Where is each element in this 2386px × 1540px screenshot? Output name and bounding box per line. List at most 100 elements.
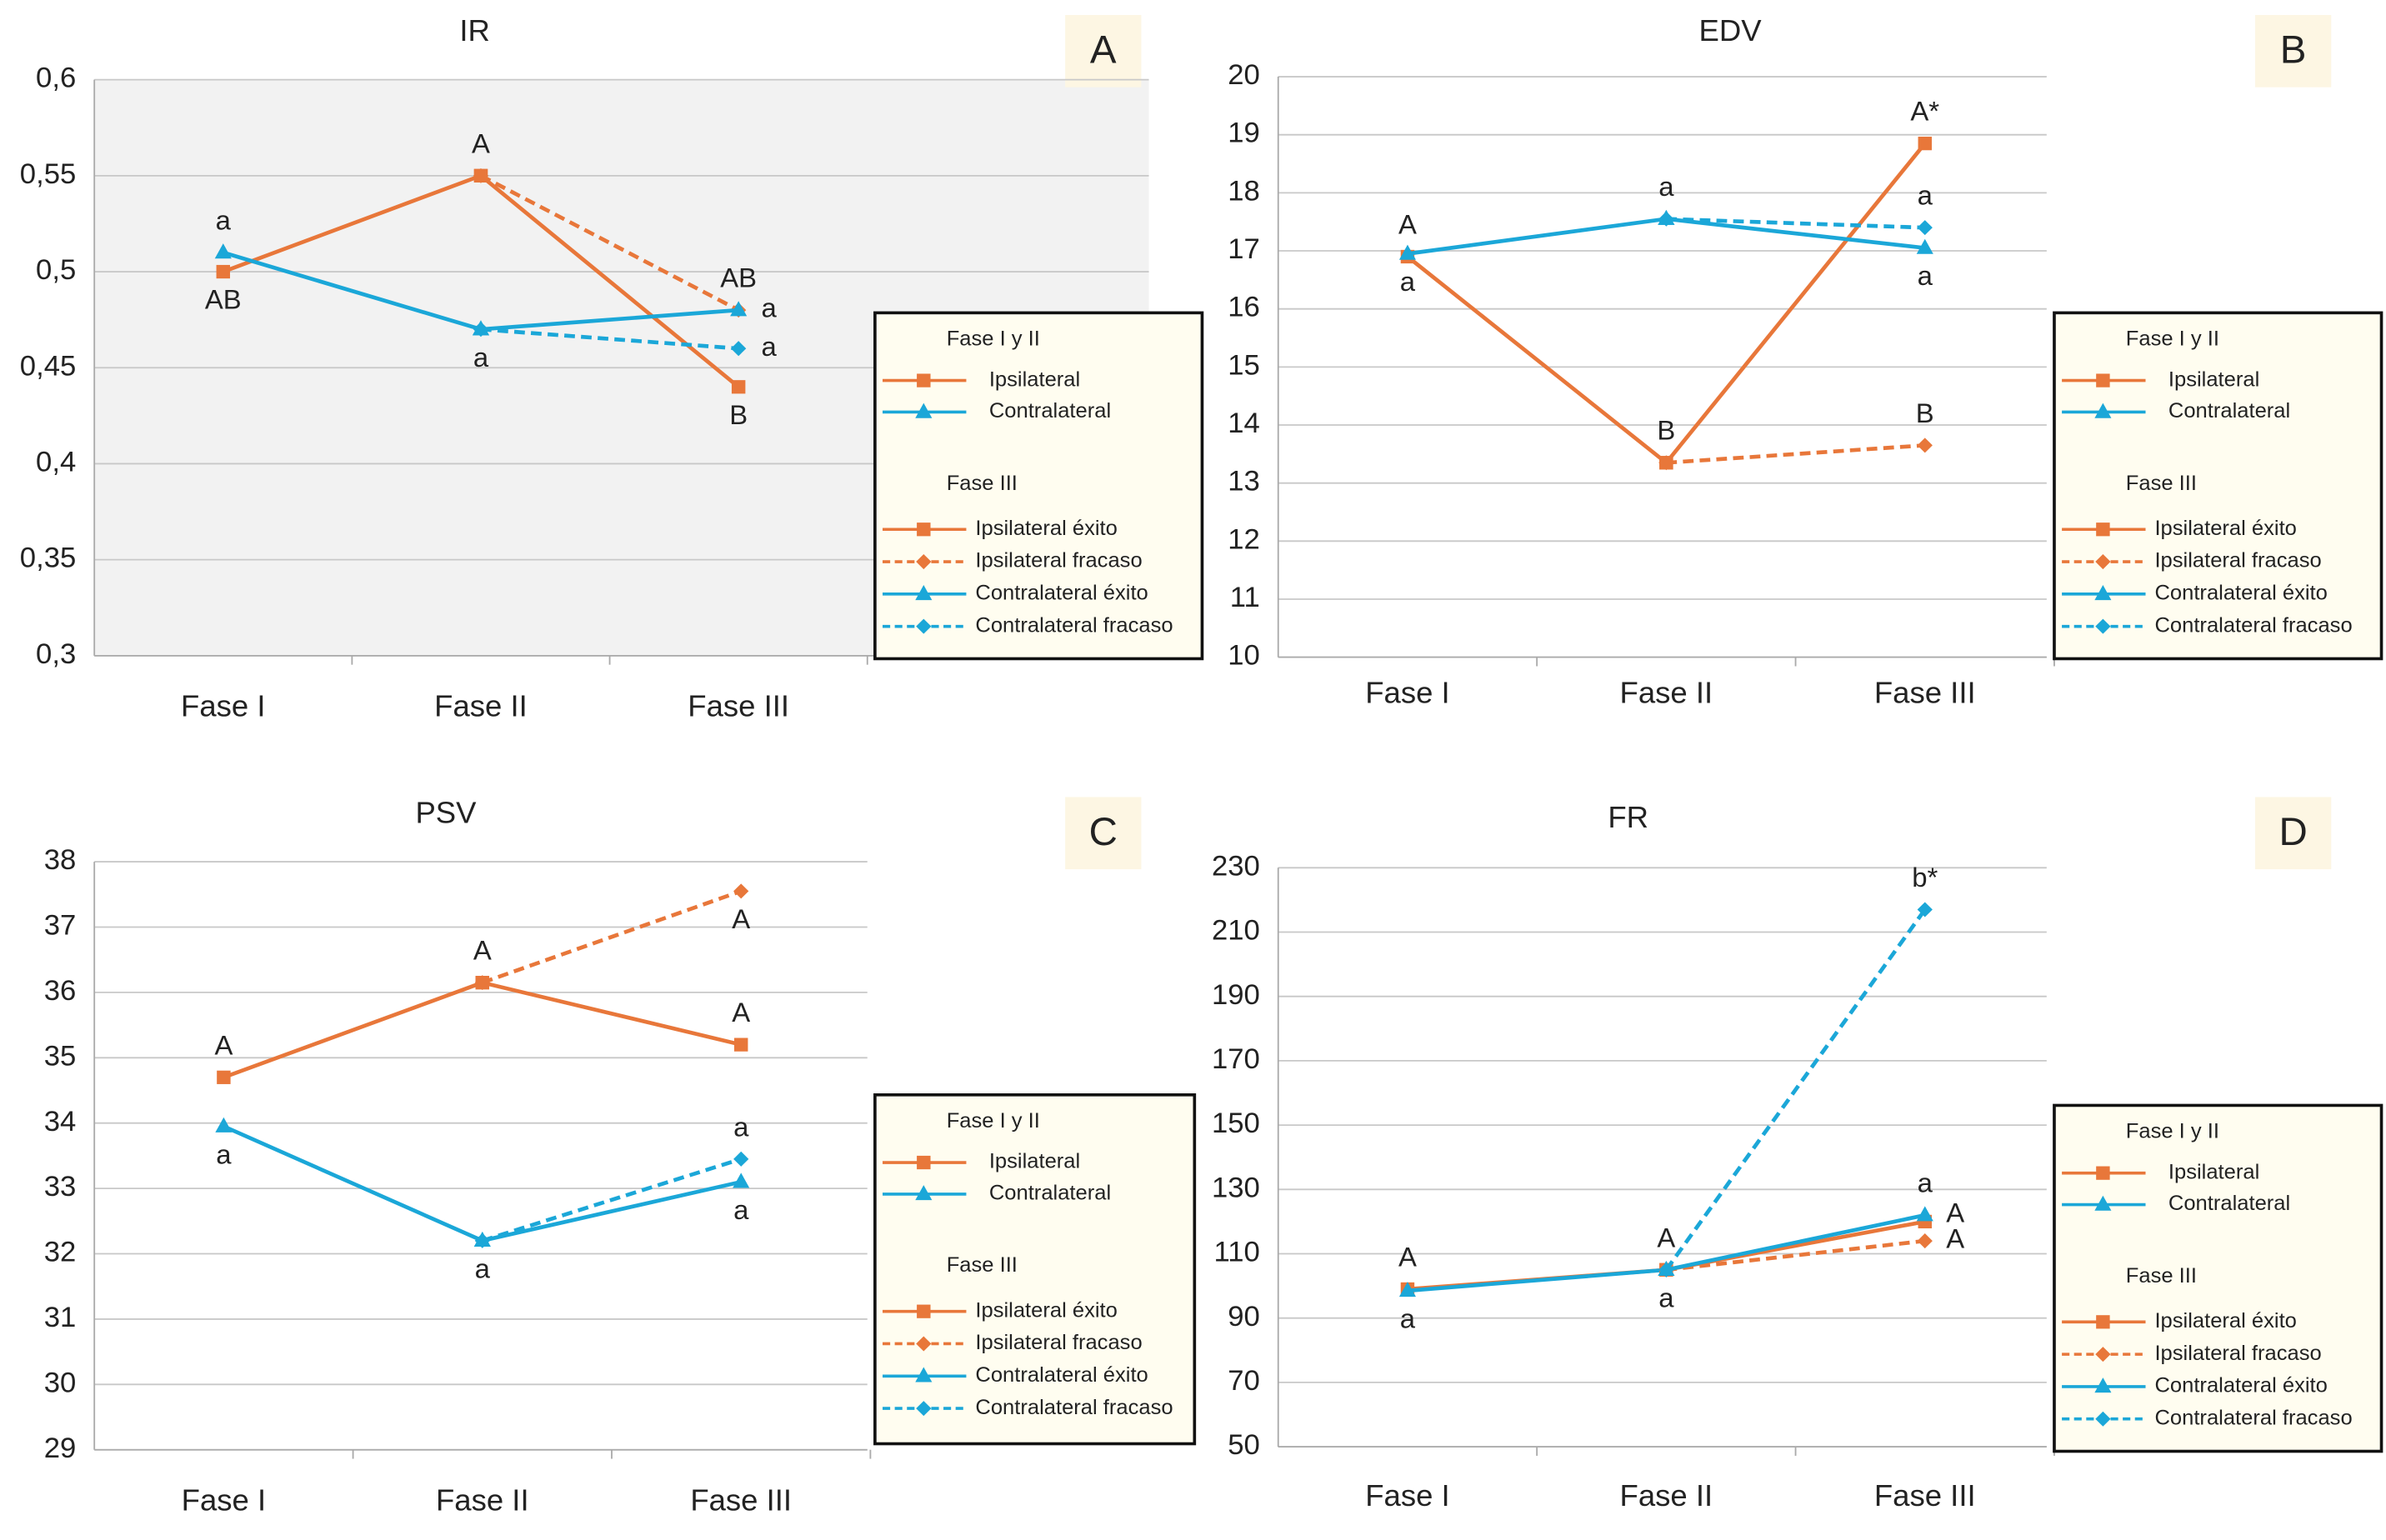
x-tick-label: Fase II: [1620, 1478, 1713, 1512]
legend-group-title: Fase I y II: [2126, 328, 2219, 351]
y-tick-label: 190: [1212, 979, 1260, 1011]
point-marker: [2095, 554, 2111, 570]
chart-panel: EDV B 10 11 12 13 14 15 16 17 18 19 20 Fase I Fase II F…: [1228, 13, 2383, 709]
panel-label-box: [2254, 15, 2332, 88]
y-tick-label: 20: [1228, 59, 1260, 91]
y-tick-label: 34: [44, 1106, 77, 1138]
series-line: [1666, 1238, 1926, 1272]
point-marker: [917, 1304, 931, 1318]
x-tick-label: Fase II: [1620, 675, 1713, 709]
point-marker: [731, 380, 746, 394]
point-marker: [917, 1155, 931, 1170]
point-marker: [474, 975, 490, 991]
x-tick-label: Fase III: [690, 1483, 792, 1518]
y-tick-label: 130: [1212, 1172, 1260, 1204]
series-line: [223, 980, 483, 1080]
point-marker: [215, 1117, 233, 1132]
chart-title: IR: [459, 13, 490, 48]
legend-label: Ipsilateral éxito: [975, 517, 1117, 540]
point-marker: [915, 1185, 933, 1201]
series-line: [482, 889, 743, 985]
y-tick-label: 32: [44, 1237, 77, 1268]
x-tick-label: Fase II: [436, 1483, 529, 1518]
point-marker: [1916, 238, 1933, 254]
point-annotation: a: [216, 1138, 232, 1169]
point-marker: [916, 1336, 932, 1352]
chart-panel: IR A 0,3 0,35 0,4 0,45 0,5 0,55 0,6 Fase I Fase II…: [20, 13, 1204, 722]
y-tick-label: 33: [44, 1171, 77, 1202]
x-tick-label: Fase III: [1874, 675, 1976, 709]
legend-label: Contralateral: [2168, 1192, 2290, 1215]
legend-label: Ipsilateral fracaso: [975, 1331, 1142, 1354]
point-marker: [2096, 373, 2110, 388]
point-annotation: B: [729, 399, 748, 430]
legend-label: Contralateral éxito: [975, 582, 1148, 605]
y-tick-label: 14: [1228, 408, 1260, 439]
point-marker: [473, 322, 489, 338]
point-marker: [917, 373, 931, 388]
point-annotation: A: [214, 1029, 233, 1060]
y-tick-label: 110: [1214, 1237, 1260, 1268]
point-annotation: a: [1918, 1168, 1933, 1198]
point-marker: [1658, 211, 1674, 227]
series-line: [1666, 443, 1925, 465]
y-tick-label: 13: [1228, 466, 1260, 498]
point-annotation: a: [1918, 180, 1933, 211]
point-annotation: B: [1657, 415, 1675, 446]
panel-label-box: [2254, 797, 2332, 870]
y-tick-label: 70: [1228, 1365, 1260, 1397]
legend-label: Contralateral éxito: [975, 1363, 1148, 1387]
series-line: [482, 980, 742, 1047]
y-tick-label: 16: [1228, 292, 1260, 323]
y-tick-label: 30: [44, 1368, 77, 1399]
point-marker: [473, 168, 489, 183]
point-marker: [1398, 244, 1416, 260]
point-marker: [1918, 137, 1932, 151]
series-line: [1664, 142, 1927, 464]
legend-label: Contralateral: [989, 399, 1111, 422]
point-marker: [733, 1151, 749, 1167]
series-line: [1666, 217, 1925, 230]
legend-label: Ipsilateral éxito: [975, 1298, 1117, 1322]
legend-label: Ipsilateral: [989, 368, 1080, 391]
y-tick-label: 0,6: [36, 62, 76, 94]
series-line: [1407, 217, 1667, 256]
point-annotation: A: [1946, 1223, 1964, 1254]
point-annotation: a: [1400, 1303, 1416, 1334]
series-line: [1664, 908, 1927, 1272]
point-marker: [915, 1367, 933, 1382]
y-tick-label: 19: [1228, 118, 1260, 149]
legend-label: Contralateral fracaso: [2154, 1407, 2352, 1430]
y-tick-label: 0,5: [36, 254, 76, 286]
point-marker: [2095, 1411, 2111, 1427]
point-marker: [730, 301, 748, 317]
y-tick-label: 18: [1228, 176, 1260, 208]
point-marker: [916, 1401, 932, 1417]
point-annotation: b*: [1912, 862, 1938, 892]
legend-group-title: Fase III: [2126, 472, 2197, 495]
point-marker: [917, 522, 931, 537]
x-tick-label: Fase I: [182, 1483, 266, 1518]
chart-title: EDV: [1699, 13, 1763, 48]
legend-box: [873, 1093, 1197, 1446]
point-marker: [916, 554, 932, 570]
series-line: [1406, 255, 1668, 465]
y-tick-label: 170: [1212, 1043, 1260, 1075]
y-tick-label: 90: [1228, 1301, 1260, 1332]
point-annotation: a: [1400, 266, 1416, 297]
legend-group-title: Fase III: [2126, 1264, 2197, 1288]
y-tick-label: 31: [44, 1302, 77, 1333]
point-annotation: a: [1658, 171, 1674, 202]
point-annotation: A: [732, 903, 750, 934]
point-marker: [2095, 618, 2111, 634]
y-tick-label: 29: [44, 1432, 77, 1464]
point-marker: [1398, 1282, 1416, 1298]
series-line: [223, 1124, 483, 1242]
x-tick-label: Fase III: [1874, 1478, 1976, 1512]
y-tick-label: 36: [44, 975, 77, 1007]
legend-label: Contralateral éxito: [2154, 582, 2327, 605]
y-tick-label: 230: [1212, 851, 1260, 882]
chart-panel: FR D 50 70 90 110 130 150 170 190 210 230 Fase I Fase…: [1212, 797, 2383, 1512]
point-annotation: A: [1657, 1222, 1675, 1252]
panel-label: D: [2278, 810, 2307, 854]
